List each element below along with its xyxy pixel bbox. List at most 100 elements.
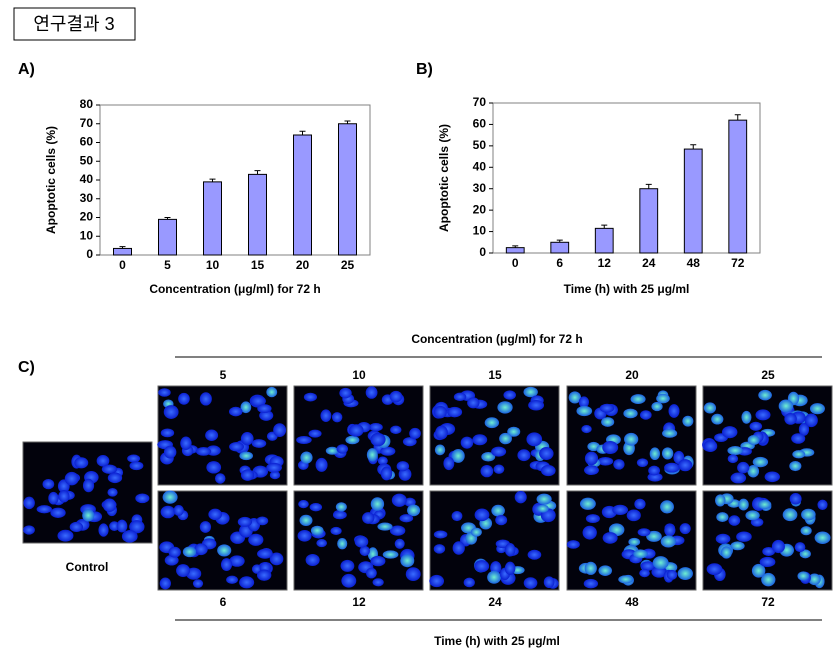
- cell: [257, 569, 272, 581]
- cell: [205, 429, 219, 441]
- y-tick-label: 20: [473, 202, 487, 216]
- cell: [162, 490, 178, 504]
- x-tick-label: 12: [598, 256, 612, 270]
- cell: [359, 545, 370, 556]
- error-bar: [690, 144, 697, 150]
- cell: [634, 498, 646, 510]
- cell: [472, 434, 488, 446]
- cell: [517, 449, 531, 462]
- cell: [339, 387, 352, 399]
- y-tick-label: 50: [80, 153, 94, 167]
- cell: [497, 401, 513, 414]
- cell: [762, 546, 776, 556]
- x-tick-label: 48: [687, 256, 701, 270]
- bar: [338, 123, 357, 256]
- cell: [316, 539, 327, 548]
- x-axis-title: Concentration (μg/ml) for 72 h: [149, 282, 320, 296]
- cell: [121, 530, 138, 543]
- cell: [481, 451, 496, 462]
- column-label: 6: [220, 595, 227, 609]
- cell: [499, 432, 512, 445]
- cell: [470, 527, 482, 537]
- cell: [814, 531, 831, 544]
- panel-c-top-title: Concentration (μg/ml) for 72 h: [411, 332, 582, 346]
- cell: [528, 400, 545, 411]
- x-tick-label: 15: [251, 258, 265, 272]
- cell: [664, 524, 676, 537]
- y-tick-label: 0: [479, 245, 486, 259]
- column-label: 10: [352, 368, 366, 382]
- cell: [602, 440, 619, 454]
- cell: [176, 564, 191, 577]
- cell: [248, 533, 264, 546]
- cell: [504, 561, 516, 575]
- cell: [163, 445, 177, 459]
- bar: [639, 188, 659, 254]
- cell: [463, 577, 475, 588]
- y-tick-label: 30: [473, 181, 487, 195]
- cell: [720, 546, 732, 559]
- cell: [206, 461, 222, 474]
- micrograph: [429, 490, 560, 591]
- cell: [250, 395, 266, 407]
- cell: [300, 451, 313, 464]
- cell: [389, 390, 403, 403]
- cell: [332, 510, 347, 520]
- cell: [160, 505, 176, 519]
- panel-label: A): [18, 61, 35, 78]
- x-tick-label: 24: [642, 256, 656, 270]
- cell: [239, 451, 253, 461]
- bar: [293, 134, 312, 256]
- cell: [493, 464, 505, 474]
- micrograph: [566, 490, 697, 591]
- cell: [523, 386, 538, 398]
- cell: [158, 388, 171, 397]
- cell: [668, 404, 680, 418]
- cell: [23, 496, 35, 510]
- micrograph: [293, 490, 424, 591]
- micrograph: [293, 385, 424, 486]
- micrograph: [429, 385, 560, 486]
- cell: [127, 454, 141, 463]
- cell: [784, 413, 797, 425]
- error-bar: [254, 170, 261, 175]
- cell: [543, 576, 555, 589]
- cell: [480, 464, 494, 478]
- cell: [662, 428, 678, 438]
- cell: [602, 532, 618, 544]
- cell: [452, 541, 465, 555]
- cell: [370, 497, 385, 511]
- cell: [598, 565, 613, 576]
- column-label: 72: [761, 595, 775, 609]
- cell: [266, 386, 278, 398]
- cell: [601, 417, 615, 427]
- cell: [159, 577, 171, 590]
- cell: [584, 561, 597, 575]
- cell: [180, 436, 192, 450]
- cell: [226, 575, 238, 584]
- cell: [433, 530, 448, 539]
- x-tick-label: 10: [206, 258, 220, 272]
- cell: [396, 461, 410, 472]
- cell: [540, 465, 556, 477]
- cell: [666, 569, 678, 580]
- cell: [737, 461, 750, 474]
- cell: [612, 504, 629, 515]
- cell: [451, 510, 463, 522]
- y-tick-label: 10: [473, 224, 487, 238]
- cell: [789, 493, 802, 505]
- cell: [299, 514, 313, 526]
- cell: [366, 448, 378, 462]
- cell: [523, 577, 538, 589]
- cell: [736, 531, 752, 542]
- cell: [390, 425, 402, 435]
- cell: [660, 500, 674, 514]
- y-tick-label: 70: [80, 116, 94, 130]
- y-tick-label: 70: [473, 95, 487, 109]
- cell: [266, 462, 282, 473]
- micrograph: [157, 490, 288, 591]
- cell: [716, 512, 729, 522]
- cell: [257, 548, 273, 559]
- cell: [178, 392, 190, 405]
